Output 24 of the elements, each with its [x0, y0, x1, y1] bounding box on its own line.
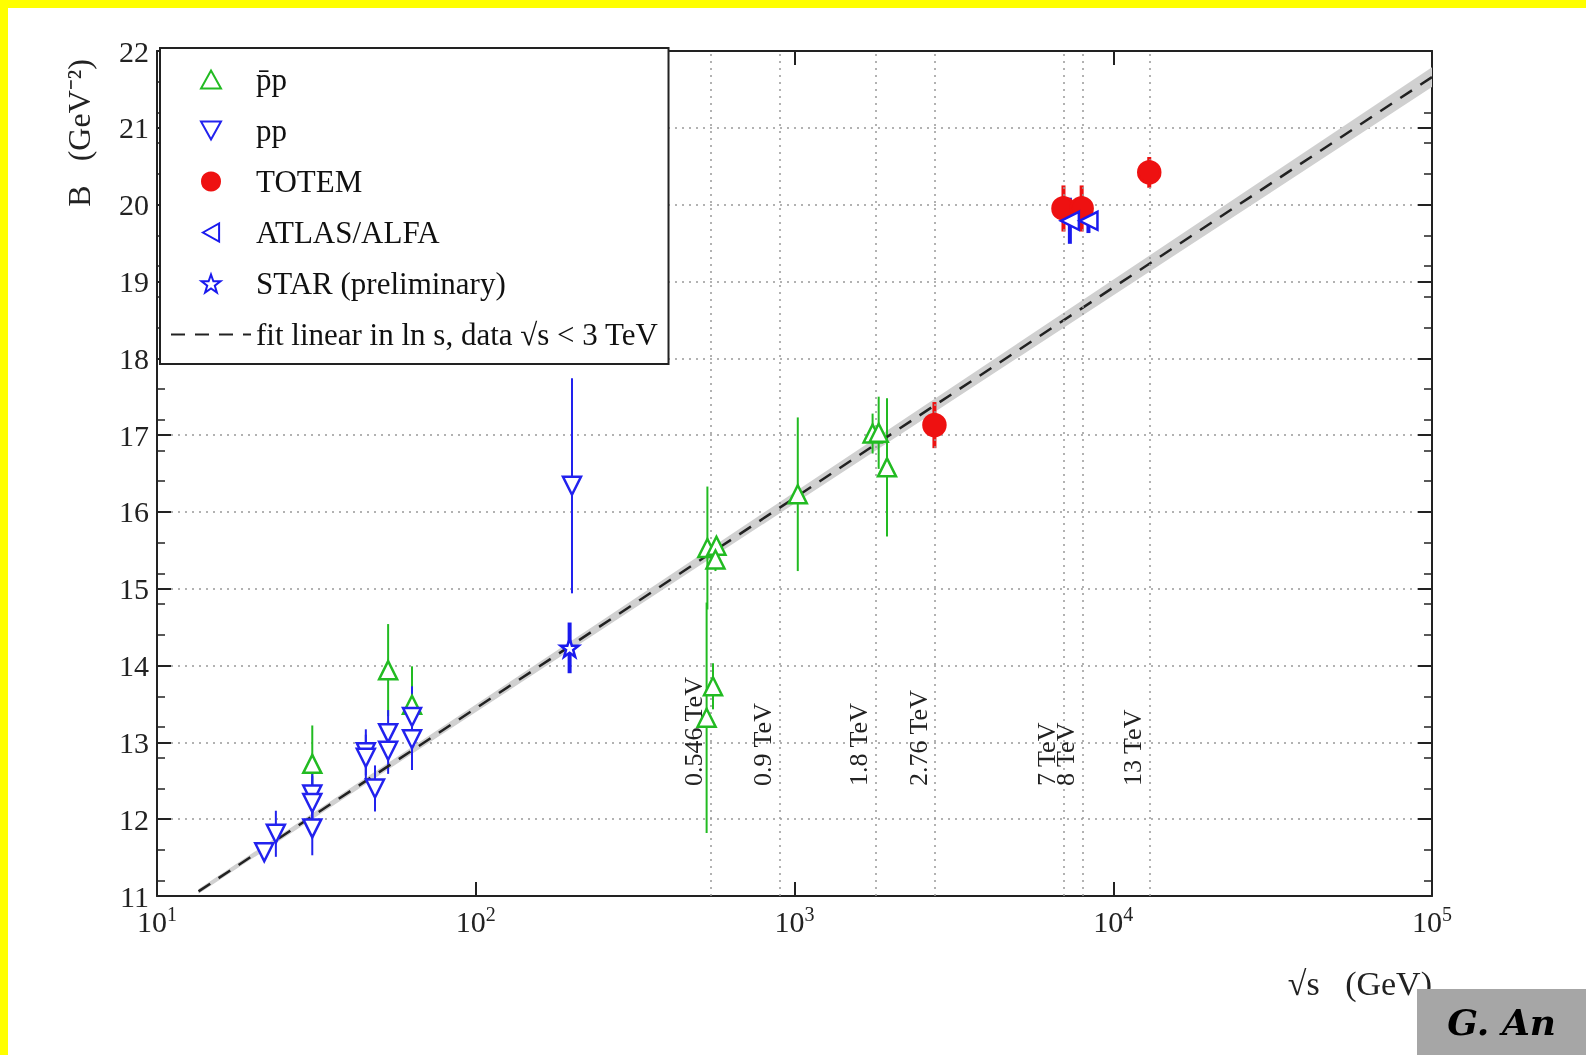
text: G. An: [1447, 1001, 1556, 1043]
y-tick-label: 18: [119, 341, 149, 375]
legend-label: pp: [256, 113, 287, 148]
ref-line-label: 13 TeV: [1118, 709, 1148, 786]
y-tick-label: 17: [119, 418, 149, 452]
y-tick-label: 22: [119, 34, 149, 68]
y-tick-label: 20: [119, 188, 149, 222]
ref-line-label: 0.546 TeV: [679, 676, 709, 786]
y-tick-label: 19: [119, 264, 149, 298]
legend-label: fit linear in ln s, data √s < 3 TeV: [256, 317, 659, 352]
y-tick-label: 21: [119, 111, 149, 145]
legend-label: STAR (preliminary): [256, 266, 506, 301]
y-tick-label: 13: [119, 725, 149, 759]
ref-line-label: 2.76 TeV: [903, 689, 933, 786]
y-axis-title: B (GeV⁻²): [61, 59, 97, 207]
ref-line-label: 0.9 TeV: [748, 702, 778, 786]
y-tick-label: 12: [119, 802, 149, 836]
y-tick-label: 14: [119, 649, 149, 683]
ref-line-label: 1.8 TeV: [844, 702, 874, 786]
legend-label: TOTEM: [256, 164, 363, 199]
y-tick-label: 16: [119, 495, 149, 529]
y-tick-label: 15: [119, 572, 149, 606]
legend-label: p̄p: [256, 62, 287, 97]
legend-label: ATLAS/ALFA: [256, 215, 441, 250]
